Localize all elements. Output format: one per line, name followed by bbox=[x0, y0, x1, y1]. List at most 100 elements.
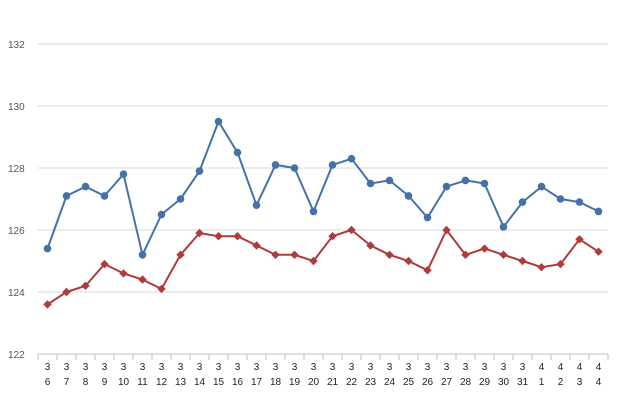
x-tick-day: 9 bbox=[102, 377, 108, 388]
x-tick-day: 29 bbox=[479, 377, 491, 388]
x-tick-month: 3 bbox=[387, 362, 393, 373]
data-point bbox=[176, 250, 185, 259]
x-tick-day: 15 bbox=[213, 377, 225, 388]
data-point bbox=[518, 256, 527, 266]
x-tick-day: 18 bbox=[270, 377, 282, 388]
x-tick-label: 312 bbox=[156, 362, 168, 388]
series-line bbox=[46, 229, 600, 306]
x-tick-label: 318 bbox=[270, 362, 282, 388]
data-point bbox=[43, 244, 52, 253]
x-tick-label: 314 bbox=[194, 362, 206, 388]
data-point bbox=[385, 250, 394, 259]
x-tick-month: 3 bbox=[311, 362, 317, 373]
data-point bbox=[423, 266, 432, 275]
series-1 bbox=[43, 117, 603, 259]
x-tick-label: 322 bbox=[346, 362, 358, 388]
x-tick-day: 11 bbox=[137, 377, 148, 388]
x-tick-label: 313 bbox=[175, 362, 187, 388]
y-tick-label: 126 bbox=[8, 226, 25, 237]
data-point bbox=[62, 192, 71, 200]
data-point bbox=[290, 164, 299, 172]
x-tick-month: 3 bbox=[121, 362, 127, 373]
y-tick-label: 132 bbox=[8, 40, 25, 51]
x-tick-label: 327 bbox=[441, 362, 453, 388]
data-point bbox=[328, 161, 337, 169]
data-point bbox=[309, 256, 318, 266]
data-point bbox=[518, 198, 527, 206]
x-tick-label: 41 bbox=[539, 362, 545, 388]
data-point bbox=[157, 284, 166, 294]
data-point bbox=[404, 192, 413, 200]
y-tick-label: 130 bbox=[8, 102, 25, 113]
x-tick-day: 21 bbox=[327, 377, 339, 388]
x-tick-month: 3 bbox=[140, 362, 146, 373]
data-point bbox=[575, 198, 584, 206]
x-tick-label: 331 bbox=[517, 362, 529, 388]
data-point bbox=[271, 250, 280, 259]
x-tick-label: 36 bbox=[45, 362, 51, 388]
x-tick-month: 3 bbox=[45, 362, 51, 373]
data-point bbox=[81, 281, 90, 290]
x-tick-day: 4 bbox=[596, 377, 602, 388]
x-tick-label: 325 bbox=[403, 362, 415, 388]
data-point bbox=[214, 232, 223, 241]
x-tick-labels: 3637383931031131231331431531631731831932… bbox=[45, 362, 602, 388]
x-tick-month: 3 bbox=[368, 362, 374, 373]
x-tick-day: 31 bbox=[517, 377, 529, 388]
x-tick-day: 19 bbox=[289, 377, 301, 388]
x-tick-label: 43 bbox=[577, 362, 583, 388]
data-point bbox=[385, 176, 394, 185]
data-point bbox=[81, 182, 90, 191]
x-tick-label: 315 bbox=[213, 362, 225, 388]
x-tick-month: 4 bbox=[577, 362, 583, 373]
x-tick-label: 324 bbox=[384, 362, 396, 388]
x-tick-month: 3 bbox=[330, 362, 336, 373]
x-tick-label: 320 bbox=[308, 362, 320, 388]
data-point bbox=[195, 167, 204, 175]
x-tick-day: 20 bbox=[308, 377, 320, 388]
data-point bbox=[499, 250, 508, 259]
grid-lines bbox=[38, 43, 608, 293]
x-axis bbox=[37, 353, 609, 360]
x-tick-day: 22 bbox=[346, 377, 358, 388]
y-tick-label: 124 bbox=[8, 288, 25, 299]
x-tick-label: 317 bbox=[251, 362, 263, 388]
data-point bbox=[252, 241, 261, 250]
y-tick-label: 122 bbox=[8, 350, 25, 361]
x-tick-month: 3 bbox=[520, 362, 526, 373]
x-tick-month: 3 bbox=[159, 362, 165, 373]
data-point bbox=[461, 250, 470, 259]
data-point bbox=[575, 235, 584, 244]
x-tick-day: 3 bbox=[577, 377, 583, 388]
x-tick-day: 8 bbox=[83, 377, 89, 388]
x-tick-day: 25 bbox=[403, 377, 415, 388]
x-tick-month: 3 bbox=[64, 362, 70, 373]
data-point bbox=[119, 269, 128, 278]
data-point bbox=[366, 241, 375, 250]
data-point bbox=[499, 223, 508, 231]
x-tick-label: 329 bbox=[479, 362, 491, 388]
data-point bbox=[594, 207, 603, 216]
x-tick-label: 38 bbox=[83, 362, 89, 388]
data-point bbox=[537, 263, 546, 272]
x-tick-day: 2 bbox=[558, 377, 564, 388]
x-tick-day: 16 bbox=[232, 377, 244, 388]
data-point bbox=[271, 161, 280, 169]
data-point bbox=[233, 232, 242, 241]
data-point bbox=[157, 210, 166, 219]
x-tick-month: 3 bbox=[83, 362, 89, 373]
x-tick-day: 13 bbox=[175, 377, 187, 388]
data-point bbox=[100, 259, 109, 269]
x-tick-month: 3 bbox=[254, 362, 260, 373]
series-layer bbox=[43, 117, 603, 309]
data-point bbox=[233, 148, 242, 157]
x-tick-day: 27 bbox=[441, 377, 453, 388]
x-tick-month: 3 bbox=[216, 362, 222, 373]
x-tick-month: 3 bbox=[501, 362, 507, 373]
data-point bbox=[442, 182, 451, 191]
x-tick-month: 4 bbox=[539, 362, 545, 373]
x-tick-day: 24 bbox=[384, 377, 396, 388]
x-tick-label: 330 bbox=[498, 362, 510, 388]
data-point bbox=[62, 287, 71, 297]
